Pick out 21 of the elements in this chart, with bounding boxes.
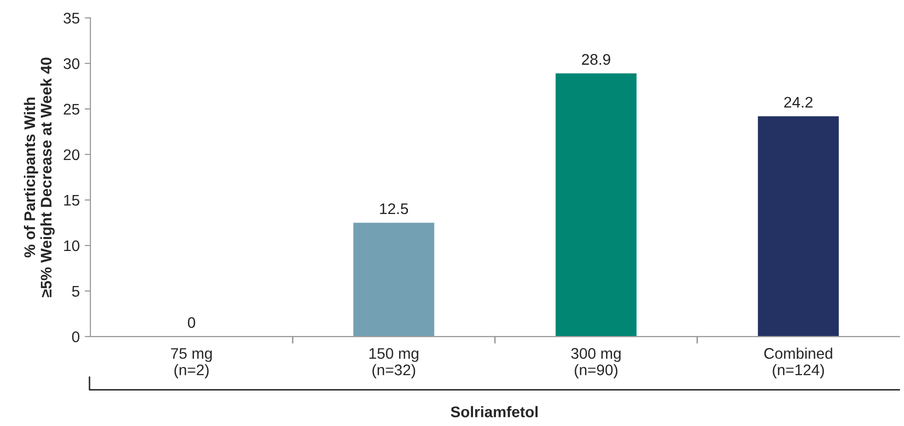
x-tick-label: Combined (n=124): [764, 348, 832, 378]
y-tick-label: 5: [72, 286, 80, 297]
data-label: 28.9: [582, 54, 610, 65]
y-tick-label: 20: [64, 149, 80, 160]
y-tick-label: 25: [64, 104, 80, 115]
y-tick-label: 10: [64, 240, 80, 252]
data-label: 0: [188, 317, 196, 328]
data-label: 12.5: [380, 203, 408, 214]
y-axis-title: % of Participants With ≥5% Weight Decrease at Week 40: [24, 58, 55, 298]
x-tick-label: 300 mg (n=90): [571, 348, 621, 378]
x-tick-label: 75 mg (n=2): [171, 348, 212, 378]
x-tick-label: 150 mg (n=32): [369, 348, 418, 378]
x-axis-title: Solriamfetol: [450, 406, 538, 418]
bar: [556, 73, 637, 337]
y-tick-label: 30: [64, 58, 80, 70]
bar: [758, 116, 839, 337]
bar: [353, 222, 434, 337]
y-tick-label: 0: [72, 331, 80, 342]
y-tick-label: 15: [64, 195, 80, 206]
data-label: 24.2: [784, 96, 812, 108]
y-tick-label: 35: [64, 12, 80, 24]
